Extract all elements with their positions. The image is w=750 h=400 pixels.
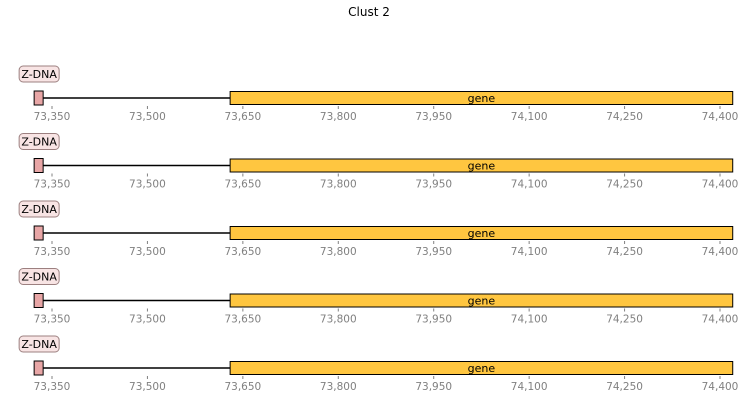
axis-tick-label: 73,500 (129, 381, 166, 393)
gene-feature-label: gene (468, 362, 496, 375)
axis-tick-label: 73,800 (320, 381, 357, 393)
gene-feature-label: gene (468, 92, 496, 105)
track-5: Z-DNA gene 73,350 73,500 73,650 73,800 73,950 7… (18, 335, 739, 393)
axis-tick-label: 74,400 (702, 314, 739, 326)
axis-tick-label: 74,100 (511, 381, 548, 393)
axis-tick-label: 73,500 (129, 246, 166, 258)
zdna-feature-box (33, 225, 44, 241)
axis-tick-label: 73,350 (34, 111, 71, 123)
axis-tick-label: 74,100 (511, 111, 548, 123)
axis-tick-label: 73,950 (415, 111, 452, 123)
axis-tick-label: 73,650 (224, 111, 261, 123)
zdna-feature-label: Z-DNA (21, 271, 57, 284)
axis-tick-label: 73,800 (320, 314, 357, 326)
axis-tick-label: 73,800 (320, 246, 357, 258)
axis-tick-label: 73,800 (320, 179, 357, 191)
axis-tick-label: 74,400 (702, 246, 739, 258)
zdna-feature-label: Z-DNA (21, 338, 57, 351)
zdna-feature-label: Z-DNA (21, 68, 57, 81)
zdna-feature-box (33, 293, 44, 308)
axis-tick-label: 73,350 (34, 246, 71, 258)
axis-tick-label: 73,650 (224, 381, 261, 393)
axis-tick-label: 74,400 (702, 111, 739, 123)
axis-tick-label: 74,250 (606, 111, 643, 123)
zdna-label-box (18, 133, 60, 150)
zdna-label-box (18, 335, 60, 353)
axis-tick-label: 73,500 (129, 179, 166, 191)
axis-tick-label: 73,350 (34, 381, 71, 393)
axis-tick-label: 74,250 (606, 246, 643, 258)
axis-tick-label: 73,350 (34, 179, 71, 191)
axis-tick-label: 74,100 (511, 179, 548, 191)
axis-tick-label: 74,400 (702, 179, 739, 191)
gene-feature-box (229, 91, 734, 105)
axis-tick-label: 73,500 (129, 111, 166, 123)
axis-tick-label: 73,650 (224, 314, 261, 326)
gene-feature-box (229, 361, 734, 375)
axis-tick-label: 74,100 (511, 246, 548, 258)
gene-feature-box (229, 293, 734, 308)
gene-feature-box (229, 226, 734, 240)
axis-tick-label: 74,250 (606, 314, 643, 326)
gene-feature-label: gene (468, 160, 496, 173)
track-4: Z-DNA gene 73,350 73,500 73,650 73,800 73,950 7… (18, 268, 739, 326)
axis-tick-label: 73,950 (415, 381, 452, 393)
axis-tick-label: 73,950 (415, 314, 452, 326)
zdna-feature-box (33, 360, 44, 376)
track-1: Z-DNA gene 73,350 73,500 73,650 73,800 73,950 7… (18, 65, 739, 123)
axis-tick-label: 73,950 (415, 179, 452, 191)
axis-tick-label: 73,650 (224, 246, 261, 258)
axis-tick-label: 73,800 (320, 111, 357, 123)
gene-feature-label: gene (468, 227, 496, 240)
zdna-label-box (18, 268, 60, 285)
zdna-feature-box (33, 158, 44, 173)
track-2: Z-DNA gene 73,350 73,500 73,650 73,800 73,950 7… (18, 133, 739, 191)
zdna-label-box (18, 65, 60, 83)
figure-title: Clust 2 (348, 5, 390, 19)
zdna-label-box (18, 200, 60, 218)
axis-tick-label: 73,500 (129, 314, 166, 326)
gene-feature-box (229, 158, 734, 173)
axis-tick-label: 73,950 (415, 246, 452, 258)
axis-tick-label: 74,400 (702, 381, 739, 393)
axis-tick-label: 73,650 (224, 179, 261, 191)
axis-tick-label: 74,100 (511, 314, 548, 326)
track-3: Z-DNA gene 73,350 73,500 73,650 73,800 73,950 7… (18, 200, 739, 258)
zdna-feature-box (33, 90, 44, 106)
axis-tick-label: 74,250 (606, 381, 643, 393)
axis-tick-label: 74,250 (606, 179, 643, 191)
zdna-feature-label: Z-DNA (21, 203, 57, 216)
zdna-feature-label: Z-DNA (21, 136, 57, 149)
axis-tick-label: 73,350 (34, 314, 71, 326)
gene-feature-label: gene (468, 295, 496, 308)
